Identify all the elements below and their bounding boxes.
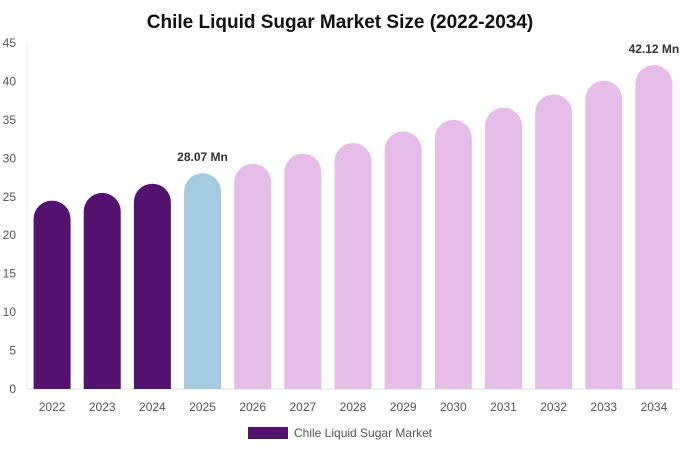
y-tick-label: 45 <box>3 36 17 50</box>
x-tick-label: 2030 <box>440 400 467 414</box>
y-axis-ticks: 0 5 10 15 20 25 30 35 40 45 <box>3 36 17 396</box>
data-labels: 28.07 Mn 42.12 Mn <box>177 42 679 164</box>
bar-2033[interactable] <box>585 80 623 390</box>
x-tick-label: 2027 <box>289 400 316 414</box>
data-label: 28.07 Mn <box>177 150 228 164</box>
legend-swatch <box>248 427 288 439</box>
x-tick-label: 2029 <box>390 400 417 414</box>
bar-2031[interactable] <box>484 107 522 390</box>
x-tick-label: 2025 <box>189 400 216 414</box>
bar-2022[interactable] <box>33 200 71 389</box>
bar-2026[interactable] <box>234 163 272 389</box>
x-tick-label: 2023 <box>89 400 116 414</box>
legend-label: Chile Liquid Sugar Market <box>294 426 433 440</box>
x-tick-label: 2022 <box>39 400 66 414</box>
x-axis-ticks: 2022 2023 2024 2025 2026 2027 2028 2029 2030 2031… <box>39 400 668 414</box>
bar-2024[interactable] <box>133 183 171 389</box>
bar-2032[interactable] <box>535 94 573 389</box>
x-tick-label: 2034 <box>641 400 668 414</box>
bars-group <box>33 65 673 390</box>
y-tick-label: 25 <box>3 190 17 204</box>
y-tick-label: 20 <box>3 228 17 242</box>
x-tick-label: 2031 <box>490 400 517 414</box>
bar-2028[interactable] <box>334 142 372 389</box>
y-tick-label: 15 <box>3 267 17 281</box>
y-tick-label: 30 <box>3 151 17 165</box>
x-tick-label: 2028 <box>340 400 367 414</box>
bar-2023[interactable] <box>83 192 121 389</box>
bar-2025[interactable] <box>184 173 222 389</box>
legend[interactable]: Chile Liquid Sugar Market <box>248 426 433 440</box>
x-tick-label: 2032 <box>540 400 567 414</box>
x-tick-label: 2033 <box>590 400 617 414</box>
y-tick-label: 40 <box>3 74 17 88</box>
bar-2034[interactable] <box>635 65 673 389</box>
x-tick-label: 2024 <box>139 400 166 414</box>
bar-2027[interactable] <box>284 153 322 389</box>
y-tick-label: 10 <box>3 305 17 319</box>
y-tick-label: 0 <box>9 382 16 396</box>
y-tick-label: 5 <box>9 344 16 358</box>
bar-2029[interactable] <box>384 131 422 389</box>
chart-title: Chile Liquid Sugar Market Size (2022-203… <box>147 12 533 33</box>
y-tick-label: 35 <box>3 113 17 127</box>
bar-2030[interactable] <box>434 119 472 390</box>
data-label: 42.12 Mn <box>629 42 680 56</box>
x-tick-label: 2026 <box>239 400 266 414</box>
